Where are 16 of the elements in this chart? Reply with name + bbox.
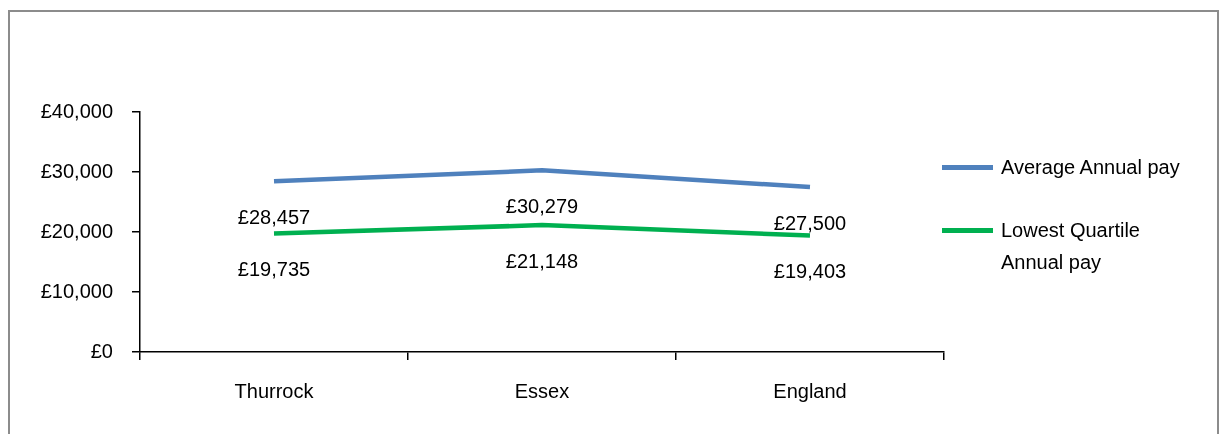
legend-label: Average Annual pay — [1001, 155, 1181, 180]
data-label: £21,148 — [505, 249, 579, 272]
x-tick-label: Essex — [514, 379, 570, 402]
data-label: £30,279 — [505, 194, 579, 217]
data-label: £27,500 — [773, 211, 847, 234]
y-tick-label: £0 — [90, 339, 113, 362]
y-tick-label: £40,000 — [40, 99, 113, 122]
legend-label: Lowest Quartile Annual pay — [1001, 218, 1141, 275]
x-tick-label: Thurrock — [234, 379, 315, 402]
data-label: £19,403 — [773, 260, 847, 283]
data-label: £28,457 — [237, 205, 311, 228]
y-tick-label: £10,000 — [40, 279, 113, 302]
x-tick-label: England — [773, 379, 847, 402]
y-tick-label: £30,000 — [40, 159, 113, 182]
data-label: £19,735 — [237, 258, 311, 281]
y-tick-label: £20,000 — [40, 219, 113, 242]
